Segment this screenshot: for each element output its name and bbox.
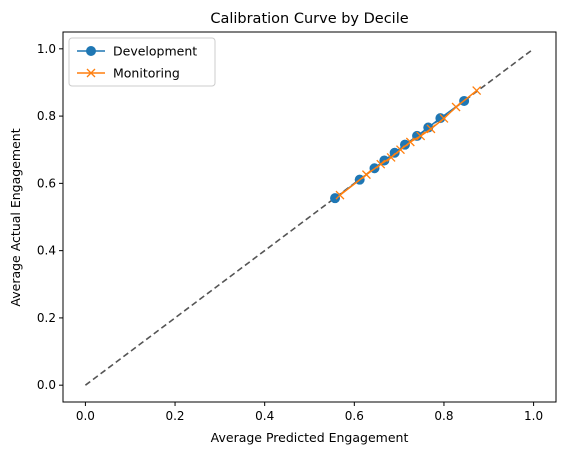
data-point [416, 131, 426, 141]
legend-entry: Monitoring [77, 66, 180, 81]
y-axis-label: Average Actual Engagement [8, 128, 23, 306]
x-tick-label: 1.0 [524, 409, 543, 423]
data-point [335, 190, 345, 200]
legend-marker [86, 46, 96, 56]
y-tick-label: 1.0 [37, 42, 56, 56]
y-tick-label: 0.8 [37, 109, 56, 123]
plot-area: 0.0 0.2 0.4 0.6 0.8 1.0 0.0 0.2 0.4 0.6 0.8 1.0 [37, 31, 557, 423]
series-monitoring [335, 86, 482, 200]
legend-label: Development [113, 44, 197, 59]
x-tick-label: 0.2 [165, 409, 184, 423]
legend: Development Monitoring [68, 37, 216, 87]
data-point [405, 137, 415, 147]
chart-title: Calibration Curve by Decile [210, 11, 408, 27]
x-tick-label: 0.0 [76, 409, 95, 423]
x-tick-label: 0.8 [434, 409, 453, 423]
data-point [472, 86, 482, 95]
y-tick-label: 0.6 [37, 176, 56, 190]
data-point [451, 102, 461, 112]
legend-entry: Development [77, 44, 197, 59]
legend-marker [86, 68, 96, 78]
y-tick-label: 0.2 [37, 311, 56, 325]
data-point [389, 147, 400, 158]
x-tick-label: 0.4 [255, 409, 274, 423]
data-point [396, 145, 405, 155]
data-point [330, 193, 341, 204]
data-point [376, 159, 386, 169]
legend-label: Monitoring [113, 66, 180, 81]
y-tick-label: 0.4 [37, 244, 56, 258]
legend-box [68, 37, 216, 87]
x-axis-label: Average Predicted Engagement [211, 430, 409, 445]
plot-frame [62, 31, 557, 403]
data-point [386, 153, 396, 162]
data-point [439, 113, 449, 123]
x-tick-label: 0.6 [345, 409, 364, 423]
data-point [361, 170, 371, 180]
y-tick-label: 0.0 [37, 378, 56, 392]
data-point [426, 124, 436, 134]
